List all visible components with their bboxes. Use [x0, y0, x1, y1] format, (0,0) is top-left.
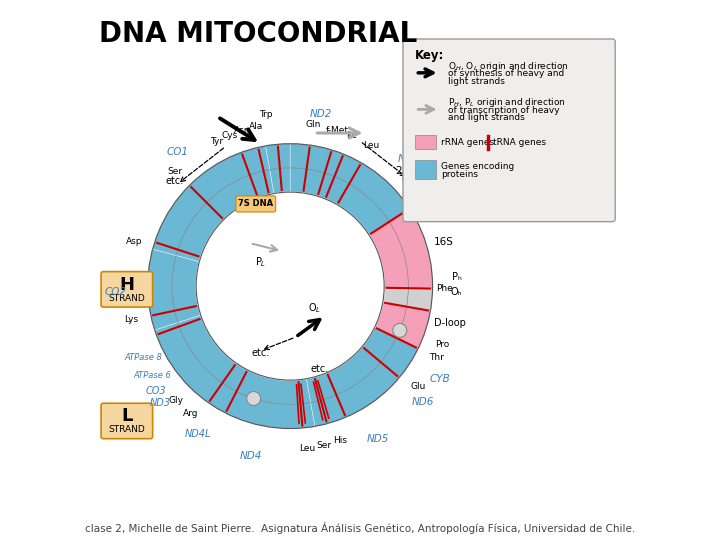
Circle shape [393, 323, 407, 338]
Text: etc.: etc. [310, 364, 329, 374]
Text: f-Met: f-Met [326, 126, 349, 135]
Text: Ile: Ile [346, 131, 356, 140]
Text: tRNA genes: tRNA genes [493, 138, 546, 147]
Text: CO1: CO1 [167, 147, 189, 157]
Text: rRNA genes: rRNA genes [441, 138, 494, 147]
FancyBboxPatch shape [415, 160, 436, 179]
Text: ATPase 8: ATPase 8 [124, 354, 162, 362]
FancyBboxPatch shape [415, 135, 436, 149]
Wedge shape [148, 249, 201, 330]
Wedge shape [374, 302, 431, 348]
FancyBboxPatch shape [101, 403, 153, 438]
Text: and light strands: and light strands [448, 113, 524, 123]
Wedge shape [209, 363, 315, 428]
Text: Gly: Gly [168, 396, 184, 404]
Text: of transcription of heavy: of transcription of heavy [448, 106, 559, 115]
Text: Glu: Glu [410, 382, 426, 391]
Wedge shape [337, 163, 410, 235]
Text: light strands: light strands [448, 77, 505, 86]
Text: DNA MITOCONDRIAL: DNA MITOCONDRIAL [99, 20, 418, 48]
Wedge shape [362, 327, 418, 377]
Text: D-loop: D-loop [434, 318, 466, 328]
Text: Val: Val [420, 193, 433, 202]
Text: proteins: proteins [441, 171, 478, 179]
Text: CYB: CYB [429, 375, 450, 384]
FancyBboxPatch shape [101, 272, 153, 307]
Text: H: H [120, 275, 135, 294]
Text: Phe: Phe [436, 284, 453, 293]
Wedge shape [307, 347, 399, 426]
Text: Arg: Arg [183, 409, 199, 417]
Text: of synthesis of heavy and: of synthesis of heavy and [448, 70, 564, 78]
Circle shape [196, 192, 384, 380]
Text: Asp: Asp [125, 237, 142, 246]
Wedge shape [369, 208, 433, 288]
Text: STRAND: STRAND [109, 294, 145, 302]
Text: ND2: ND2 [310, 109, 332, 119]
Text: Ser: Ser [168, 166, 183, 176]
Text: P$_L$: P$_L$ [255, 255, 266, 269]
Text: ND6: ND6 [412, 397, 434, 407]
Text: O$_H$, O$_L$ origin and direction: O$_H$, O$_L$ origin and direction [448, 60, 569, 73]
Wedge shape [155, 315, 236, 403]
Text: Leu: Leu [364, 140, 379, 150]
Text: 7S DNA: 7S DNA [238, 199, 274, 208]
Text: Gln: Gln [305, 120, 320, 130]
Text: ATPase 6: ATPase 6 [134, 371, 171, 380]
Text: ND4: ND4 [240, 451, 262, 461]
Text: Pro: Pro [435, 340, 449, 349]
Text: clase 2, Michelle de Saint Pierre.  Asignatura Ánálisis Genético, Antropología F: clase 2, Michelle de Saint Pierre. Asign… [85, 522, 635, 534]
Text: ND4L: ND4L [184, 429, 211, 439]
Text: ND3: ND3 [150, 398, 171, 408]
Text: Genes encoding: Genes encoding [441, 162, 514, 171]
Text: Trp: Trp [259, 110, 273, 119]
Text: Lys: Lys [124, 315, 138, 325]
Text: Oₕ: Oₕ [451, 287, 462, 297]
Text: etc.: etc. [402, 174, 420, 184]
Text: ND5: ND5 [367, 434, 390, 444]
FancyBboxPatch shape [403, 39, 615, 221]
Text: O$_L$: O$_L$ [307, 301, 321, 314]
Text: Pₕ: Pₕ [451, 272, 462, 282]
Circle shape [247, 392, 261, 406]
Wedge shape [290, 144, 361, 205]
Text: Cys: Cys [221, 131, 238, 140]
Text: Tyr: Tyr [210, 137, 222, 146]
FancyBboxPatch shape [236, 196, 276, 212]
Text: 23S: 23S [395, 166, 415, 176]
Wedge shape [153, 146, 274, 262]
Text: Ala: Ala [249, 123, 264, 131]
Text: CO3: CO3 [145, 386, 166, 396]
Wedge shape [266, 144, 290, 193]
Text: CO2: CO2 [104, 287, 127, 297]
Text: Leu: Leu [299, 443, 315, 453]
Text: STRAND: STRAND [109, 425, 145, 434]
Text: ND1: ND1 [397, 154, 420, 164]
Text: Key:: Key: [415, 49, 445, 62]
Text: Thr: Thr [429, 353, 444, 362]
Text: 16S: 16S [434, 237, 454, 247]
Text: P$_H$, P$_L$ origin and direction: P$_H$, P$_L$ origin and direction [448, 97, 565, 110]
Text: His: His [333, 436, 348, 446]
Text: etc.: etc. [166, 177, 184, 186]
Text: Ser: Ser [317, 441, 332, 450]
Text: Asn: Asn [234, 126, 251, 135]
Text: L: L [121, 407, 132, 426]
Wedge shape [383, 274, 433, 311]
Text: etc.: etc. [251, 348, 270, 358]
